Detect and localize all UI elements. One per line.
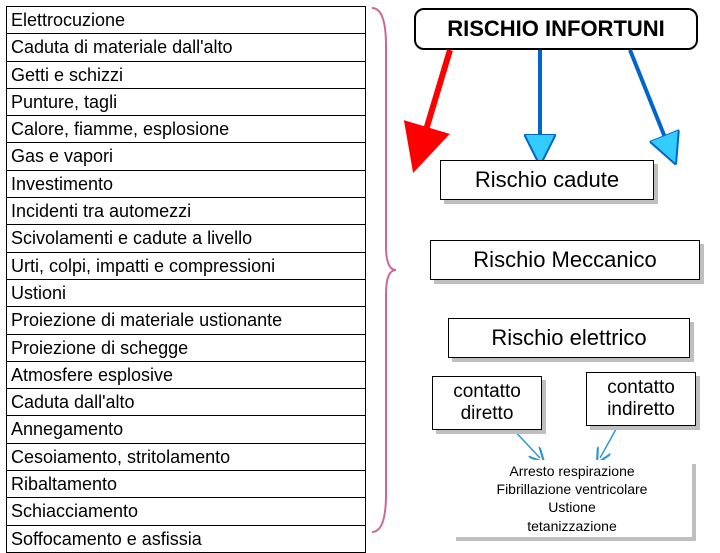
table-row: Calore, fiamme, esplosione — [7, 116, 366, 143]
contact-diretto-l2: diretto — [461, 403, 514, 424]
hazard-cell: Gas e vapori — [7, 143, 366, 170]
hazard-cell: Caduta dall'alto — [7, 389, 366, 416]
effects-line: tetanizzazione — [456, 517, 688, 535]
table-row: Urti, colpi, impatti e compressioni — [7, 252, 366, 279]
hazards-table-body: ElettrocuzioneCaduta di materiale dall'a… — [7, 7, 366, 553]
table-row: Schiacciamento — [7, 498, 366, 525]
hazard-cell: Soffocamento e asfissia — [7, 525, 366, 552]
hazard-cell: Annegamento — [7, 416, 366, 443]
table-row: Proiezione di schegge — [7, 334, 366, 361]
contact-diretto-l1: contatto — [453, 381, 521, 402]
hazard-cell: Getti e schizzi — [7, 61, 366, 88]
title-box: RISCHIO INFORTUNI — [414, 8, 698, 50]
table-row: Cesoiamento, stritolamento — [7, 443, 366, 470]
contact-indiretto-l2: indiretto — [607, 399, 675, 420]
table-row: Elettrocuzione — [7, 7, 366, 34]
table-row: Punture, tagli — [7, 88, 366, 115]
hazards-table: ElettrocuzioneCaduta di materiale dall'a… — [6, 6, 366, 553]
hazard-cell: Caduta di materiale dall'alto — [7, 34, 366, 61]
hazard-cell: Investimento — [7, 170, 366, 197]
contact-box-diretto: contatto diretto — [432, 376, 542, 430]
table-row: Investimento — [7, 170, 366, 197]
risk-box-elettrico: Rischio elettrico — [448, 318, 690, 358]
hazard-cell: Ribaltamento — [7, 471, 366, 498]
table-row: Proiezione di materiale ustionante — [7, 307, 366, 334]
hazard-cell: Scivolamenti e cadute a livello — [7, 225, 366, 252]
table-row: Atmosfere esplosive — [7, 361, 366, 388]
risk-box-meccanico: Rischio Meccanico — [430, 240, 700, 280]
table-row: Ustioni — [7, 279, 366, 306]
effects-line: Fibrillazione ventricolare — [456, 480, 688, 498]
table-row: Incidenti tra automezzi — [7, 198, 366, 225]
table-row: Gas e vapori — [7, 143, 366, 170]
table-row: Ribaltamento — [7, 471, 366, 498]
hazard-cell: Schiacciamento — [7, 498, 366, 525]
table-row: Caduta dall'alto — [7, 389, 366, 416]
contact-box-indiretto: contatto indiretto — [586, 372, 696, 426]
hazard-cell: Elettrocuzione — [7, 7, 366, 34]
table-row: Getti e schizzi — [7, 61, 366, 88]
hazard-cell: Proiezione di materiale ustionante — [7, 307, 366, 334]
hazard-cell: Atmosfere esplosive — [7, 361, 366, 388]
hazard-cell: Proiezione di schegge — [7, 334, 366, 361]
hazard-cell: Incidenti tra automezzi — [7, 198, 366, 225]
table-row: Soffocamento e asfissia — [7, 525, 366, 552]
hazard-cell: Cesoiamento, stritolamento — [7, 443, 366, 470]
risk-box-cadute: Rischio cadute — [440, 160, 654, 200]
table-row: Caduta di materiale dall'alto — [7, 34, 366, 61]
effects-box: Arresto respirazioneFibrillazione ventri… — [452, 460, 692, 537]
table-row: Annegamento — [7, 416, 366, 443]
hazard-cell: Ustioni — [7, 279, 366, 306]
hazard-cell: Calore, fiamme, esplosione — [7, 116, 366, 143]
hazard-cell: Punture, tagli — [7, 88, 366, 115]
arrow-blue — [630, 50, 670, 150]
table-row: Scivolamenti e cadute a livello — [7, 225, 366, 252]
hazard-cell: Urti, colpi, impatti e compressioni — [7, 252, 366, 279]
contact-indiretto-l1: contatto — [607, 377, 675, 398]
effects-line: Ustione — [456, 498, 688, 516]
right-panel: RISCHIO INFORTUNI Rischio cadute Rischio… — [390, 0, 710, 540]
effects-line: Arresto respirazione — [456, 462, 688, 480]
arrow-red — [420, 50, 450, 150]
arrow-thin — [510, 426, 540, 458]
arrow-thin — [600, 422, 620, 458]
